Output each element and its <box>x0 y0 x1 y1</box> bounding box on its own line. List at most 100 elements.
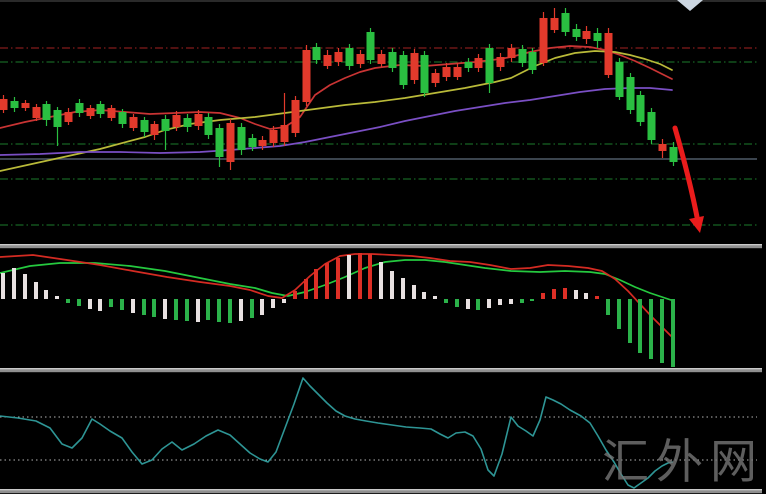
candle-body <box>420 55 429 93</box>
macd-histogram-bar <box>34 282 38 299</box>
macd-histogram-bar <box>217 299 221 322</box>
candle-body <box>32 107 41 118</box>
macd-histogram-bar <box>152 299 156 317</box>
candle-body <box>572 29 581 37</box>
macd-histogram-bar <box>163 299 167 319</box>
macd-histogram-bar <box>487 299 491 308</box>
candle-body <box>323 55 332 66</box>
candle-body <box>593 33 602 41</box>
candle-body <box>507 48 516 58</box>
macd-fast-red <box>0 253 672 337</box>
oscillator-panel <box>0 377 757 489</box>
macd-histogram-bar <box>314 269 318 299</box>
macd-histogram-bar <box>617 299 621 329</box>
macd-histogram-bar <box>444 299 448 303</box>
oscillator-line <box>0 377 674 489</box>
macd-histogram-bar <box>379 262 383 299</box>
macd-histogram-bar <box>520 299 524 303</box>
macd-histogram-bar <box>368 254 372 299</box>
macd-histogram-bar <box>174 299 178 320</box>
candle-body <box>550 18 559 30</box>
macd-histogram-bar <box>498 299 502 305</box>
macd-signal-green <box>0 259 672 301</box>
macd-histogram-bar <box>66 299 70 303</box>
candle-body <box>0 99 8 110</box>
price-panel-candles <box>0 8 678 170</box>
candle-body <box>118 112 127 124</box>
macd-histogram-bar <box>228 299 232 323</box>
top-marker-triangle-icon <box>677 0 703 11</box>
candle-body <box>604 33 613 75</box>
macd-histogram-bar <box>196 299 200 322</box>
macd-histogram-bar <box>260 299 264 315</box>
candle-body <box>226 123 235 162</box>
macd-histogram-bar <box>325 263 329 299</box>
macd-histogram-bar <box>271 299 275 308</box>
macd-histogram-bar <box>142 299 146 315</box>
candle-body <box>474 58 483 68</box>
ma-slow-purple <box>0 87 673 156</box>
candle-body <box>636 95 645 122</box>
macd-histogram-bar <box>584 293 588 299</box>
candle-body <box>626 77 635 110</box>
macd-histogram-bar <box>131 299 135 313</box>
macd-histogram-bar <box>44 290 48 299</box>
candle-body <box>194 114 203 126</box>
macd-histogram-bar <box>563 288 567 299</box>
candle-body <box>431 73 440 83</box>
panel-separator <box>0 244 762 246</box>
ma-fast-red <box>0 45 673 130</box>
macd-histogram-bar <box>185 299 189 321</box>
candle-body <box>366 32 375 60</box>
macd-histogram-bar <box>541 293 545 299</box>
macd-histogram-bar <box>55 296 59 299</box>
macd-histogram-bar <box>671 299 675 367</box>
macd-histogram-bar <box>422 292 426 299</box>
macd-histogram-bar <box>574 290 578 299</box>
macd-histogram-bar <box>304 279 308 299</box>
macd-histogram-bar <box>628 299 632 343</box>
macd-histogram-bar <box>239 299 243 321</box>
sell-arrow-head-icon <box>689 216 704 233</box>
macd-histogram-bar <box>347 255 351 299</box>
sell-arrow-shaft <box>672 125 701 225</box>
top-edge-line <box>0 0 766 2</box>
macd-histogram-bar <box>466 299 470 309</box>
macd-histogram-bar <box>660 299 664 363</box>
macd-histogram-bar <box>250 299 254 318</box>
macd-histogram-bar <box>23 274 27 299</box>
candle-body <box>42 104 51 120</box>
candle-body <box>280 125 289 142</box>
candle-body <box>334 52 343 62</box>
candle-body <box>582 31 591 39</box>
candle-body <box>140 120 149 132</box>
candle-body <box>377 54 386 64</box>
macd-histogram-bar <box>336 258 340 299</box>
candle-body <box>464 62 473 68</box>
candle-body <box>442 67 451 77</box>
panel-separator <box>0 489 762 491</box>
candle-body <box>183 118 192 127</box>
candle-body <box>53 110 62 127</box>
candle-body <box>75 103 84 113</box>
macd-histogram-bar <box>595 296 599 299</box>
panel-separators <box>0 244 762 494</box>
panel-separator <box>0 369 762 373</box>
candle-body <box>129 117 138 128</box>
macd-histogram-bar <box>206 299 210 320</box>
candle-body <box>410 53 419 80</box>
candle-body <box>518 49 527 63</box>
macd-panel-histogram <box>1 253 675 367</box>
panel-separator <box>0 490 762 494</box>
candle-body <box>453 67 462 77</box>
candle-body <box>96 104 105 114</box>
macd-histogram-bar <box>293 291 297 299</box>
candle-body <box>615 62 624 97</box>
candle-body <box>161 119 170 131</box>
macd-histogram-bar <box>282 299 286 303</box>
macd-histogram-bar <box>638 299 642 353</box>
candle-body <box>237 127 246 150</box>
candle-body <box>312 47 321 60</box>
